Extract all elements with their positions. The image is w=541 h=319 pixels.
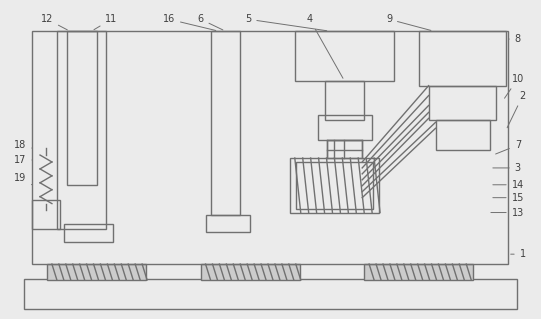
Bar: [24, 279, 517, 309]
Bar: [32, 200, 60, 229]
Bar: [318, 115, 372, 140]
Bar: [295, 31, 394, 81]
Text: 13: 13: [491, 208, 524, 218]
Text: 9: 9: [386, 14, 431, 30]
Text: 15: 15: [493, 193, 524, 203]
Bar: [296, 162, 373, 209]
Bar: [436, 120, 490, 150]
Bar: [210, 31, 240, 214]
Bar: [428, 85, 496, 120]
Bar: [290, 158, 379, 212]
Bar: [201, 264, 300, 280]
Bar: [419, 31, 506, 85]
Bar: [206, 214, 250, 232]
Text: 7: 7: [496, 140, 521, 154]
Text: 5: 5: [245, 14, 327, 31]
Text: 6: 6: [197, 14, 223, 30]
Bar: [327, 140, 362, 158]
Text: 19: 19: [14, 173, 32, 185]
Text: 16: 16: [163, 14, 216, 31]
Text: 8: 8: [509, 34, 521, 44]
Text: 14: 14: [493, 180, 524, 190]
Text: 10: 10: [505, 74, 524, 98]
Bar: [57, 31, 107, 229]
Text: 12: 12: [41, 14, 67, 30]
Bar: [325, 81, 364, 120]
Bar: [47, 264, 146, 280]
Text: 11: 11: [94, 14, 117, 30]
Bar: [32, 31, 508, 264]
Bar: [67, 31, 96, 185]
Text: 4: 4: [307, 14, 343, 78]
Text: 18: 18: [14, 140, 32, 150]
Bar: [64, 225, 114, 242]
Text: 2: 2: [507, 91, 526, 128]
Text: 3: 3: [493, 163, 521, 173]
Bar: [364, 264, 473, 280]
Text: 1: 1: [511, 249, 526, 259]
Text: 17: 17: [14, 155, 32, 165]
